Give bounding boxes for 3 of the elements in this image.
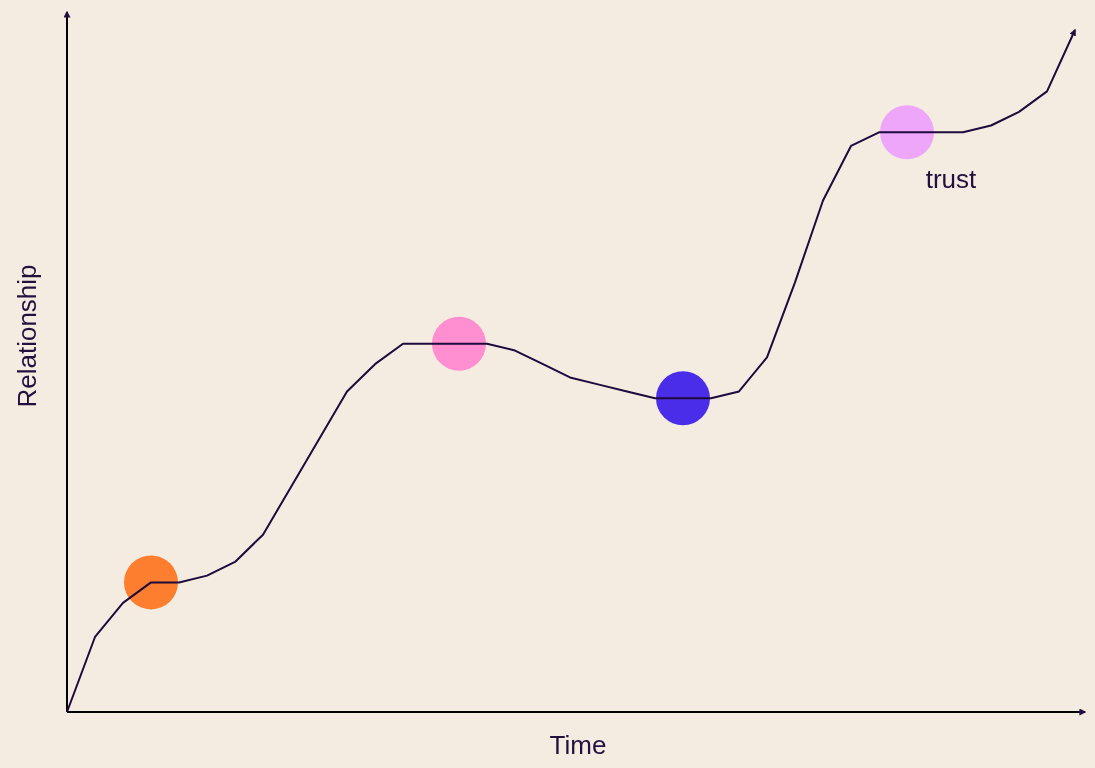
annotation: trust bbox=[925, 164, 978, 195]
x-axis-title: Time bbox=[549, 730, 607, 760]
y-axis-title: Relationship bbox=[12, 264, 42, 408]
